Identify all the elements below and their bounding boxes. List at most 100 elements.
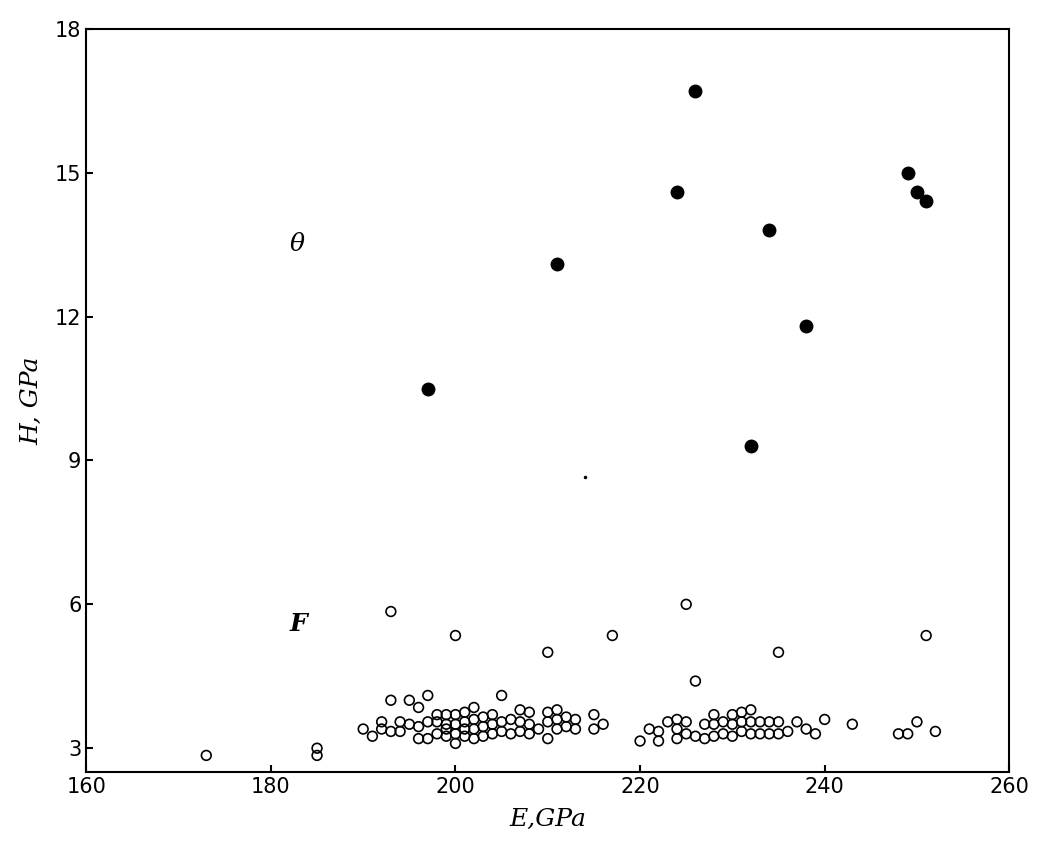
Point bbox=[382, 694, 399, 707]
Point bbox=[521, 717, 538, 731]
Point bbox=[798, 320, 815, 333]
Point bbox=[742, 727, 759, 740]
Point bbox=[419, 732, 436, 746]
Point bbox=[586, 708, 603, 722]
Point bbox=[908, 715, 925, 728]
Point bbox=[401, 717, 418, 731]
Point bbox=[197, 749, 214, 763]
Point bbox=[475, 720, 491, 734]
Point bbox=[438, 729, 455, 743]
Point bbox=[382, 605, 399, 619]
Point bbox=[586, 722, 603, 736]
Point bbox=[594, 717, 611, 731]
Point bbox=[511, 703, 528, 717]
Point bbox=[789, 715, 805, 728]
Point bbox=[540, 732, 557, 746]
Text: θ: θ bbox=[290, 233, 304, 256]
Point bbox=[503, 712, 520, 726]
Point bbox=[706, 729, 722, 743]
Point bbox=[465, 700, 482, 714]
Point bbox=[761, 727, 778, 740]
Point bbox=[548, 703, 565, 717]
X-axis label: E,GPa: E,GPa bbox=[509, 809, 586, 832]
Point bbox=[733, 724, 750, 738]
Point bbox=[401, 694, 418, 707]
Point bbox=[761, 223, 778, 237]
Point bbox=[770, 646, 786, 659]
Point bbox=[770, 715, 786, 728]
Point bbox=[779, 724, 796, 738]
Point bbox=[438, 708, 455, 722]
Point bbox=[428, 715, 445, 728]
Point bbox=[567, 722, 584, 736]
Point bbox=[604, 629, 621, 642]
Point bbox=[640, 722, 657, 736]
Point bbox=[457, 729, 474, 743]
Point bbox=[918, 629, 935, 642]
Point bbox=[540, 646, 557, 659]
Point bbox=[511, 724, 528, 738]
Point bbox=[457, 705, 474, 719]
Point bbox=[428, 708, 445, 722]
Point bbox=[696, 732, 713, 746]
Point bbox=[899, 166, 916, 180]
Point bbox=[438, 722, 455, 736]
Point bbox=[752, 727, 769, 740]
Point bbox=[558, 720, 574, 734]
Point bbox=[807, 727, 824, 740]
Point bbox=[715, 727, 732, 740]
Point bbox=[447, 727, 464, 740]
Point bbox=[899, 727, 916, 740]
Point bbox=[650, 724, 667, 738]
Y-axis label: H, GPa: H, GPa bbox=[21, 356, 44, 445]
Point bbox=[558, 711, 574, 724]
Point bbox=[465, 712, 482, 726]
Point bbox=[447, 737, 464, 751]
Point bbox=[475, 729, 491, 743]
Point bbox=[816, 712, 833, 726]
Point bbox=[761, 715, 778, 728]
Point bbox=[475, 711, 491, 724]
Point bbox=[715, 715, 732, 728]
Point bbox=[411, 700, 427, 714]
Point bbox=[706, 708, 722, 722]
Point bbox=[723, 729, 740, 743]
Point bbox=[844, 717, 861, 731]
Point bbox=[392, 715, 408, 728]
Point bbox=[770, 727, 786, 740]
Point bbox=[494, 715, 510, 728]
Point bbox=[503, 727, 520, 740]
Point bbox=[548, 712, 565, 726]
Point bbox=[678, 597, 695, 611]
Point bbox=[733, 705, 750, 719]
Point bbox=[428, 727, 445, 740]
Point bbox=[687, 674, 704, 688]
Point bbox=[567, 712, 584, 726]
Point bbox=[650, 734, 667, 748]
Point bbox=[723, 717, 740, 731]
Point bbox=[447, 708, 464, 722]
Point bbox=[419, 688, 436, 702]
Point bbox=[669, 732, 686, 746]
Text: F: F bbox=[290, 612, 307, 636]
Point bbox=[918, 194, 935, 208]
Point bbox=[678, 727, 695, 740]
Point bbox=[530, 722, 547, 736]
Point bbox=[465, 722, 482, 736]
Point bbox=[632, 734, 649, 748]
Point bbox=[678, 715, 695, 728]
Point bbox=[465, 732, 482, 746]
Point bbox=[548, 722, 565, 736]
Point bbox=[355, 722, 372, 736]
Point bbox=[669, 722, 686, 736]
Point bbox=[669, 185, 686, 199]
Point bbox=[733, 715, 750, 728]
Point bbox=[742, 440, 759, 453]
Point bbox=[540, 705, 557, 719]
Point bbox=[540, 715, 557, 728]
Point bbox=[484, 708, 501, 722]
Point bbox=[687, 729, 704, 743]
Point bbox=[890, 727, 907, 740]
Point bbox=[484, 727, 501, 740]
Point bbox=[548, 257, 565, 271]
